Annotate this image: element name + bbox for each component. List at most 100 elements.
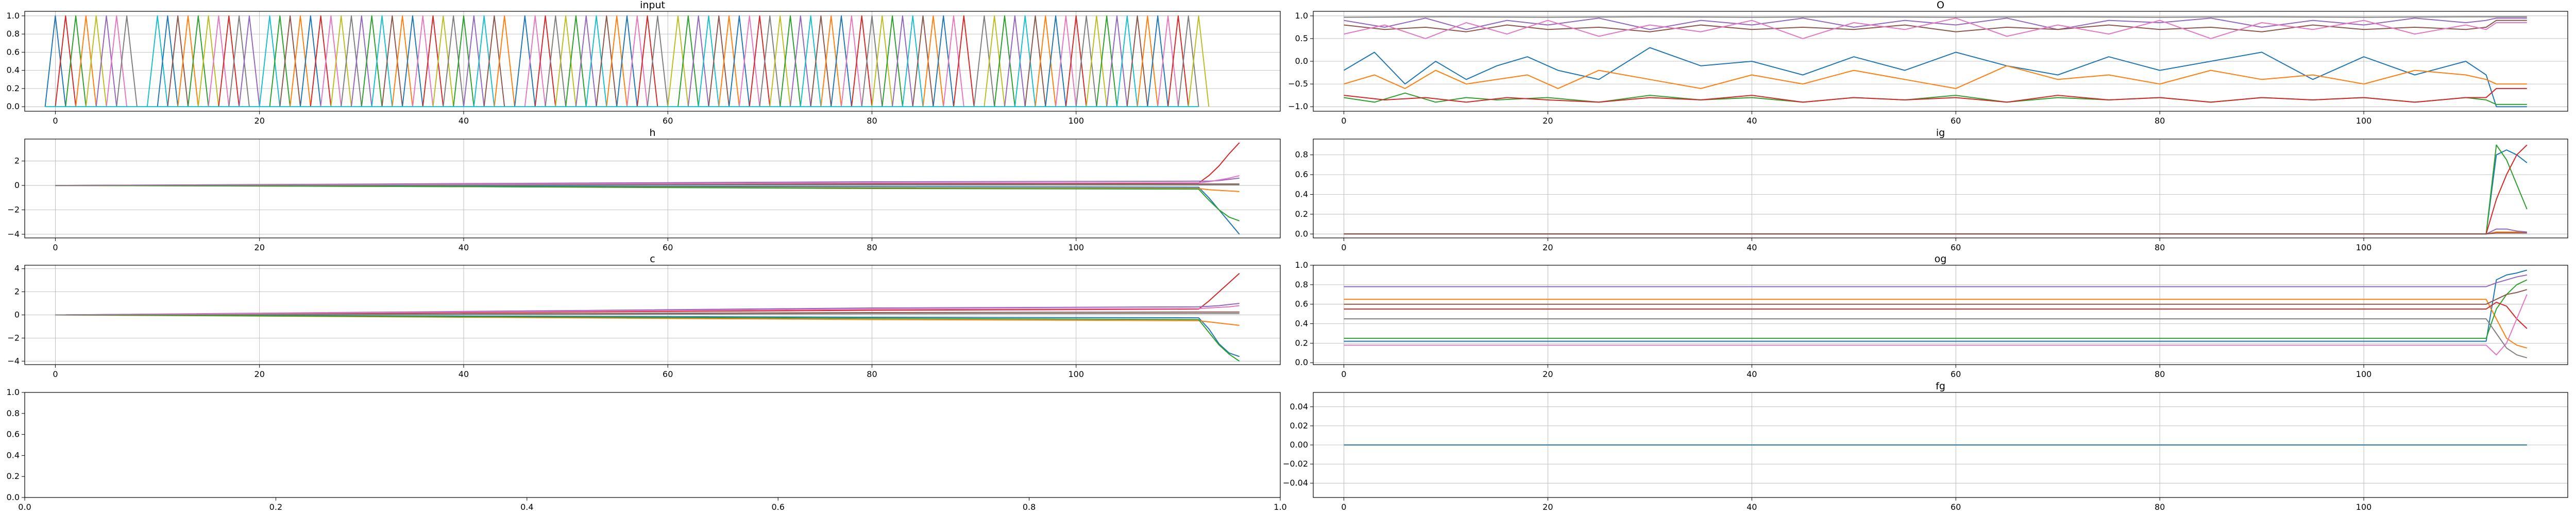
input-spike: [361, 15, 383, 107]
x-tick-label: 60: [663, 369, 673, 379]
y-tick-label: 0.2: [1295, 338, 1308, 348]
input-spike: [208, 15, 230, 107]
series-c4: [55, 303, 1240, 316]
input-spike: [514, 15, 536, 107]
series-h6: [55, 175, 1240, 186]
y-tick-label: 0.0: [7, 492, 20, 502]
series-group: [1344, 144, 2528, 235]
input-spike: [177, 15, 199, 107]
series-og1: [1344, 299, 2528, 349]
y-tick-label: 0.6: [7, 430, 20, 439]
series-h2: [55, 185, 1240, 221]
input-spike: [146, 15, 168, 107]
input-spike: [473, 15, 495, 107]
input-spike: [616, 15, 638, 107]
x-tick-label: 0: [53, 369, 58, 379]
input-spike: [330, 15, 352, 107]
input-spike: [718, 15, 740, 107]
x-tick-label: 0: [1341, 116, 1346, 126]
input-spike: [902, 15, 924, 107]
y-tick-label: 0.4: [7, 65, 20, 75]
input-spike: [984, 15, 1005, 107]
input-spike: [606, 15, 628, 107]
x-tick-label: 60: [663, 116, 673, 126]
input-spike: [851, 15, 873, 107]
y-tick-label: 0.00: [1290, 440, 1308, 450]
series-O6: [1344, 18, 2527, 39]
input-spike: [65, 15, 87, 107]
y-tick-label: 0.2: [1295, 209, 1308, 219]
input-spike: [545, 15, 567, 107]
input-spike: [698, 15, 720, 107]
input-spike: [1188, 15, 1210, 107]
input-spike: [871, 15, 893, 107]
input-spike: [1075, 15, 1097, 107]
series-ig2: [1344, 144, 2528, 235]
y-tick-label: −4: [7, 229, 20, 239]
input-spike: [341, 15, 362, 107]
input-spike: [1137, 15, 1159, 107]
x-tick-label: 100: [2356, 369, 2372, 379]
input-spike: [371, 15, 393, 107]
y-tick-label: 0.6: [1295, 299, 1308, 309]
input-spike: [310, 15, 332, 107]
y-tick-label: 0: [14, 310, 20, 320]
y-tick-label: 0.6: [1295, 169, 1308, 179]
input-spike: [1157, 15, 1179, 107]
input-spike: [494, 15, 515, 107]
series-O1: [1344, 65, 2527, 89]
y-tick-label: −2: [7, 204, 20, 214]
y-tick-label: 0.6: [7, 47, 20, 57]
input-spike: [677, 15, 699, 107]
input-spike: [432, 15, 454, 107]
x-tick-label: 1.0: [1274, 502, 1286, 512]
input-spike: [463, 15, 485, 107]
series-ig0: [1344, 149, 2528, 235]
x-tick-label: 60: [1951, 116, 1961, 126]
y-tick-label: 0.0: [7, 101, 20, 111]
input-spike: [392, 15, 413, 107]
panel-title: ig: [1936, 127, 1945, 139]
axes-frame: [1313, 265, 2568, 365]
input-spike: [381, 15, 403, 107]
x-tick-label: 20: [1543, 502, 1553, 512]
input-spike: [95, 15, 117, 107]
y-tick-label: 1.0: [1295, 11, 1308, 21]
x-tick-label: 40: [459, 116, 469, 126]
x-tick-label: 80: [2155, 243, 2165, 252]
input-spike: [769, 15, 791, 107]
input-spike: [524, 15, 546, 107]
input-spike: [555, 15, 577, 107]
series-O0: [1343, 47, 2527, 108]
axes-frame: [24, 392, 1281, 498]
x-tick-label: 100: [2356, 116, 2372, 126]
y-tick-label: −0.5: [1288, 79, 1308, 89]
x-tick-label: 0.8: [1023, 502, 1036, 512]
input-spike: [1065, 15, 1087, 107]
x-tick-label: 60: [1951, 369, 1961, 379]
input-spike: [188, 15, 209, 107]
x-tick-label: 80: [867, 243, 877, 252]
y-tick-label: 0.2: [7, 83, 20, 93]
series-group: [1343, 16, 2527, 108]
input-spike: [443, 15, 464, 107]
input-spike: [167, 15, 189, 107]
input-spike: [106, 15, 128, 107]
input-spike: [738, 15, 760, 107]
input-spike: [75, 15, 97, 107]
input-spike: [626, 15, 648, 107]
panel-title: input: [640, 0, 665, 11]
y-tick-label: 4: [14, 264, 20, 273]
input-spike: [596, 15, 618, 107]
input-spike: [320, 15, 342, 107]
y-tick-label: 0.0: [1295, 229, 1308, 238]
y-tick-label: 2: [14, 287, 20, 297]
x-tick-label: 40: [1747, 369, 1757, 379]
series-O5: [1344, 20, 2527, 32]
series-c6: [55, 305, 1240, 316]
axes-frame: [24, 11, 1281, 112]
input-spike: [1004, 15, 1026, 107]
series-group: [44, 15, 1210, 108]
x-tick-label: 0.0: [18, 502, 31, 512]
input-spike: [800, 15, 822, 107]
